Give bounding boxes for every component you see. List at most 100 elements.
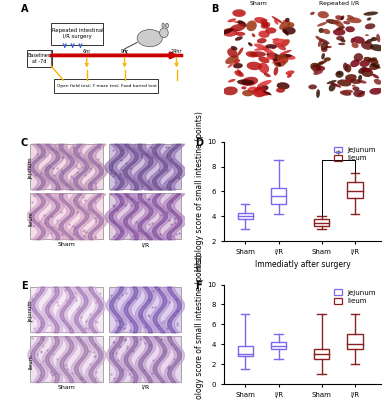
Ellipse shape	[263, 19, 268, 22]
Ellipse shape	[312, 62, 325, 68]
Ellipse shape	[367, 17, 371, 21]
Ellipse shape	[340, 16, 344, 20]
Ellipse shape	[346, 17, 362, 23]
Ellipse shape	[230, 29, 240, 31]
Bar	[30, 336, 102, 382]
Ellipse shape	[287, 74, 292, 78]
Ellipse shape	[283, 28, 288, 36]
Bar	[271, 342, 286, 349]
Y-axis label: Histology score of small intestine (points): Histology score of small intestine (poin…	[195, 112, 204, 272]
Ellipse shape	[360, 60, 370, 67]
Text: 9hr: 9hr	[121, 49, 129, 54]
Ellipse shape	[365, 23, 375, 29]
FancyBboxPatch shape	[55, 79, 158, 93]
Ellipse shape	[260, 19, 268, 28]
Bar	[347, 182, 363, 198]
Text: I/R: I/R	[141, 242, 149, 247]
Ellipse shape	[258, 56, 270, 63]
Ellipse shape	[284, 55, 296, 60]
Ellipse shape	[350, 79, 361, 84]
Ellipse shape	[249, 51, 266, 57]
Text: Open field test; Y maze test; Food buried test: Open field test; Y maze test; Food burie…	[57, 84, 156, 88]
Ellipse shape	[354, 53, 363, 62]
Ellipse shape	[374, 79, 382, 85]
Ellipse shape	[233, 21, 245, 24]
Ellipse shape	[353, 90, 365, 97]
Ellipse shape	[277, 82, 290, 90]
Bar	[314, 349, 329, 359]
Ellipse shape	[358, 75, 362, 82]
Ellipse shape	[365, 39, 373, 44]
FancyBboxPatch shape	[27, 50, 52, 67]
Ellipse shape	[274, 67, 278, 76]
Text: I/R: I/R	[141, 385, 149, 390]
Ellipse shape	[352, 86, 360, 91]
Ellipse shape	[313, 68, 317, 74]
Ellipse shape	[286, 70, 295, 75]
Ellipse shape	[362, 68, 372, 72]
Ellipse shape	[363, 12, 378, 16]
Ellipse shape	[263, 72, 271, 77]
Text: Baselines
at -7d: Baselines at -7d	[28, 53, 51, 64]
Ellipse shape	[310, 12, 315, 15]
Bar	[109, 286, 181, 332]
Text: Ileum: Ileum	[28, 354, 33, 368]
Ellipse shape	[246, 51, 258, 58]
Bar	[109, 194, 181, 239]
Ellipse shape	[318, 28, 324, 33]
Text: 24hr: 24hr	[171, 49, 182, 54]
Ellipse shape	[162, 23, 164, 27]
Ellipse shape	[265, 44, 278, 48]
Ellipse shape	[310, 63, 321, 72]
Ellipse shape	[237, 79, 254, 85]
Bar	[109, 144, 181, 190]
Ellipse shape	[266, 52, 280, 59]
Legend: Jejunum, Ileum: Jejunum, Ileum	[333, 288, 378, 306]
Bar	[238, 213, 253, 219]
Ellipse shape	[271, 59, 288, 63]
Text: Jejunum: Jejunum	[28, 158, 33, 180]
Ellipse shape	[371, 57, 377, 61]
Ellipse shape	[159, 28, 168, 38]
Ellipse shape	[265, 27, 276, 34]
Ellipse shape	[225, 55, 239, 64]
Ellipse shape	[322, 29, 330, 34]
Text: E: E	[21, 281, 27, 290]
Bar	[109, 336, 181, 382]
Ellipse shape	[370, 44, 384, 51]
Bar	[30, 286, 102, 332]
Ellipse shape	[235, 32, 245, 36]
Ellipse shape	[266, 54, 275, 60]
Ellipse shape	[345, 64, 352, 72]
Ellipse shape	[253, 87, 266, 97]
Text: Sham: Sham	[57, 242, 75, 247]
Ellipse shape	[318, 11, 329, 18]
Ellipse shape	[228, 79, 236, 82]
Ellipse shape	[350, 60, 360, 67]
Ellipse shape	[252, 33, 255, 37]
Text: A: A	[21, 4, 28, 14]
Ellipse shape	[228, 62, 234, 68]
Ellipse shape	[248, 86, 259, 93]
Ellipse shape	[258, 92, 271, 96]
Text: Jejunum: Jejunum	[28, 301, 33, 322]
Ellipse shape	[257, 80, 272, 87]
Ellipse shape	[277, 44, 286, 50]
Ellipse shape	[370, 63, 380, 69]
Ellipse shape	[338, 43, 345, 45]
Ellipse shape	[329, 83, 336, 92]
Ellipse shape	[276, 88, 285, 93]
Ellipse shape	[263, 91, 272, 95]
Ellipse shape	[235, 36, 243, 41]
Ellipse shape	[280, 50, 292, 55]
Bar	[271, 188, 286, 204]
Ellipse shape	[254, 44, 269, 50]
Text: B: B	[211, 4, 219, 14]
Ellipse shape	[273, 39, 288, 46]
Ellipse shape	[277, 54, 288, 64]
Ellipse shape	[282, 26, 296, 34]
Ellipse shape	[376, 34, 380, 42]
Ellipse shape	[241, 86, 246, 90]
Ellipse shape	[345, 74, 357, 81]
Ellipse shape	[274, 20, 278, 25]
